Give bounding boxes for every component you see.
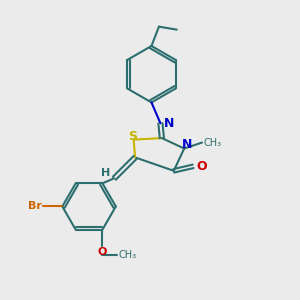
Text: N: N bbox=[182, 138, 192, 152]
Text: S: S bbox=[128, 130, 137, 143]
Text: Br: Br bbox=[28, 202, 41, 212]
Text: CH₃: CH₃ bbox=[203, 138, 222, 148]
Text: H: H bbox=[101, 168, 111, 178]
Text: O: O bbox=[98, 248, 107, 257]
Text: CH₃: CH₃ bbox=[119, 250, 137, 260]
Text: N: N bbox=[164, 117, 174, 130]
Text: O: O bbox=[197, 160, 207, 173]
